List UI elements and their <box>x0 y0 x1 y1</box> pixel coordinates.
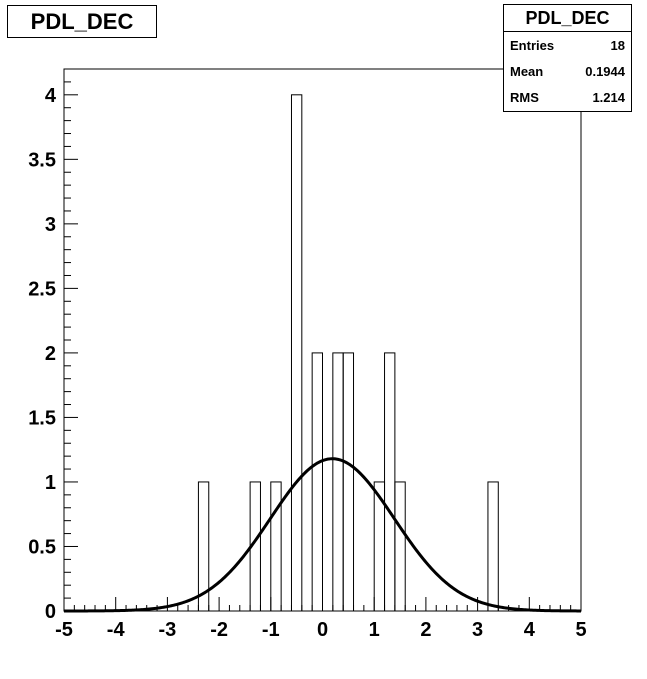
y-tick-label: 1 <box>45 472 56 494</box>
y-tick-label: 2.5 <box>28 278 56 300</box>
chart-title: PDL_DEC <box>7 5 157 38</box>
stats-row-mean: Mean 0.1944 <box>504 58 631 84</box>
histogram-bin <box>290 94 303 612</box>
histogram-bin <box>487 481 499 612</box>
histogram-bars <box>197 94 499 612</box>
stats-label: Mean <box>510 63 544 79</box>
x-tick-label: 4 <box>524 619 536 641</box>
histogram-bin <box>197 481 210 612</box>
histogram-bin <box>342 352 355 612</box>
histogram-bin <box>270 481 282 612</box>
y-tick-label: 4 <box>45 85 57 107</box>
fit-layer <box>64 457 581 613</box>
fit-curve <box>64 457 581 613</box>
stats-label: RMS <box>510 89 539 105</box>
histogram-bin <box>332 352 344 612</box>
histogram-bin <box>394 481 406 612</box>
y-tick-label: 3.5 <box>28 149 56 171</box>
y-tick-label: 2 <box>45 343 56 365</box>
stats-row-entries: Entries 18 <box>504 32 631 58</box>
y-tick-label: 3 <box>45 214 56 236</box>
x-axis: -5 -4 -3 -2 -1 0 1 2 3 4 5 <box>55 597 587 641</box>
y-tick-label: 1.5 <box>28 407 56 429</box>
stats-row-rms: RMS 1.214 <box>504 84 631 110</box>
stats-title: PDL_DEC <box>504 5 631 32</box>
x-tick-label: -5 <box>55 619 73 641</box>
y-tick-label: 0.5 <box>28 536 56 558</box>
stats-value: 1.214 <box>592 89 625 105</box>
histogram-bin <box>384 352 396 612</box>
histogram-bin <box>311 352 324 612</box>
x-tick-label: 2 <box>420 619 431 641</box>
x-tick-label: -1 <box>262 619 280 641</box>
stats-value: 0.1944 <box>585 63 625 79</box>
x-tick-label: -3 <box>159 619 177 641</box>
y-axis: 0 0.5 1 1.5 2 2.5 3 3.5 4 <box>28 68 78 623</box>
x-tick-label: 5 <box>575 619 586 641</box>
stats-value: 18 <box>610 37 625 53</box>
x-tick-label: 1 <box>369 619 380 641</box>
x-tick-label: -2 <box>210 619 228 641</box>
stats-label: Entries <box>510 37 555 53</box>
x-tick-label: 0 <box>317 619 328 641</box>
x-tick-label: 3 <box>472 619 483 641</box>
x-tick-label: -4 <box>107 619 126 641</box>
stats-box: PDL_DEC Entries 18 Mean 0.1944 RMS 1.214 <box>503 4 632 112</box>
y-tick-label: 0 <box>45 601 56 623</box>
